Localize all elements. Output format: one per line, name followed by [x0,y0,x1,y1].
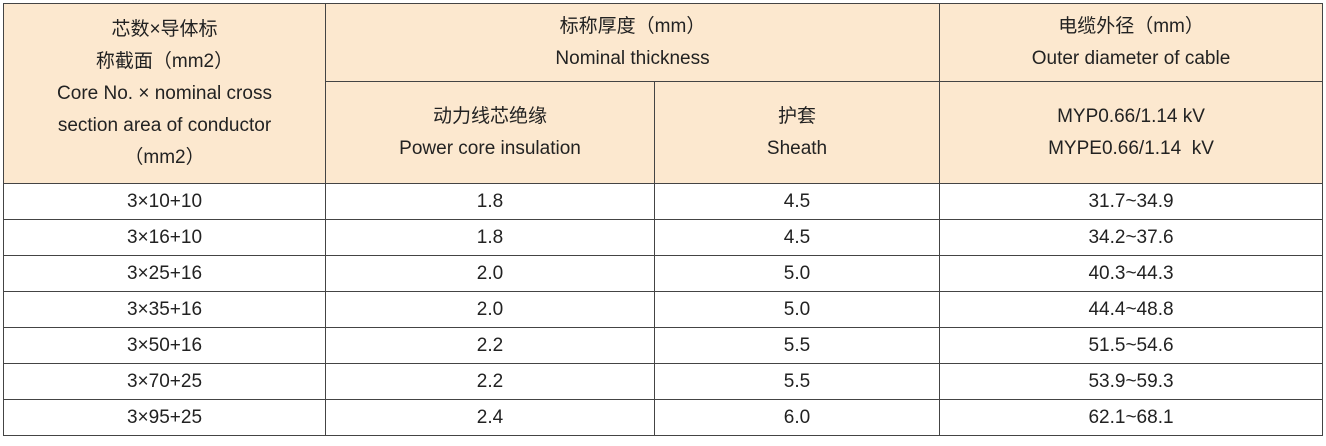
header-line: （mm2） [124,146,205,168]
table-row: 3×16+10 1.8 4.5 34.2~37.6 [3,219,1324,256]
header-line: Sheath [766,137,828,159]
diameter-header: 电缆外径（mm） Outer diameter of cable [939,3,1324,82]
table-cell: 31.7~34.9 [939,183,1324,220]
table-row: 3×10+10 1.8 4.5 31.7~34.9 [3,183,1324,220]
header-line: 电缆外径（mm） [1058,15,1204,37]
table-cell: 2.2 [325,363,655,400]
table-cell: 51.5~54.6 [939,327,1324,364]
header-line: Nominal thickness [555,47,710,69]
table-cell: 34.2~37.6 [939,219,1324,256]
table-cell: 2.4 [325,399,655,436]
table-cell: 40.3~44.3 [939,255,1324,292]
table-cell: 62.1~68.1 [939,399,1324,436]
table-cell: 4.5 [653,183,941,220]
table-cell: 3×50+16 [3,327,326,364]
table-cell: 3×25+16 [3,255,326,292]
table-row: 3×50+16 2.2 5.5 51.5~54.6 [3,327,1324,364]
table-cell: 3×35+16 [3,291,326,328]
table-cell: 5.5 [653,363,941,400]
table-cell: 3×10+10 [3,183,326,220]
sheath-header: 护套 Sheath [653,81,941,184]
table-cell: 2.0 [325,255,655,292]
header-line: 护套 [778,105,817,127]
table-cell: 5.0 [653,291,941,328]
table-cell: 3×16+10 [3,219,326,256]
header-line: Core No. × nominal cross [57,82,272,104]
table-cell: 1.8 [325,183,655,220]
header-line: Outer diameter of cable [1031,47,1231,69]
table-cell: 4.5 [653,219,941,256]
table-header: 芯数×导体标 称截面（mm2） Core No. × nominal cross se… [3,3,1324,184]
table-cell: 44.4~48.8 [939,291,1324,328]
table-cell: 5.5 [653,327,941,364]
header-line: MYPE0.66/1.14 kV [1048,137,1214,159]
header-line: section area of conductor [57,114,272,136]
table-cell: 2.0 [325,291,655,328]
size-header: 芯数×导体标 称截面（mm2） Core No. × nominal cross se… [3,3,326,184]
table-cell: 2.2 [325,327,655,364]
table-body: 3×10+10 1.8 4.5 31.7~34.9 3×16+10 1.8 4.5 34.2~… [3,183,1324,436]
table-row: 3×70+25 2.2 5.5 53.9~59.3 [3,363,1324,400]
table-cell: 6.0 [653,399,941,436]
header-line: 称截面（mm2） [95,50,234,72]
voltage-header: MYP0.66/1.14 kV MYPE0.66/1.14 kV [939,81,1324,184]
header-line: 标称厚度（mm） [559,15,706,37]
header-line: Power core insulation [399,137,581,159]
table-row: 3×25+16 2.0 5.0 40.3~44.3 [3,255,1324,292]
table-cell: 5.0 [653,255,941,292]
table-cell: 1.8 [325,219,655,256]
table-cell: 3×70+25 [3,363,326,400]
table-cell: 53.9~59.3 [939,363,1324,400]
thickness-header: 标称厚度（mm） Nominal thickness [324,3,941,82]
header-line: 动力线芯绝缘 [432,105,547,127]
header-line: MYP0.66/1.14 kV [1057,105,1205,127]
table-cell: 3×95+25 [3,399,326,436]
header-line: 芯数×导体标 [111,18,218,40]
insulation-header: 动力线芯绝缘 Power core insulation [325,81,655,184]
spec-table: 芯数×导体标 称截面（mm2） Core No. × nominal cross se… [3,3,1324,436]
table-row: 3×95+25 2.4 6.0 62.1~68.1 [3,399,1324,436]
table-row: 3×35+16 2.0 5.0 44.4~48.8 [3,291,1324,328]
